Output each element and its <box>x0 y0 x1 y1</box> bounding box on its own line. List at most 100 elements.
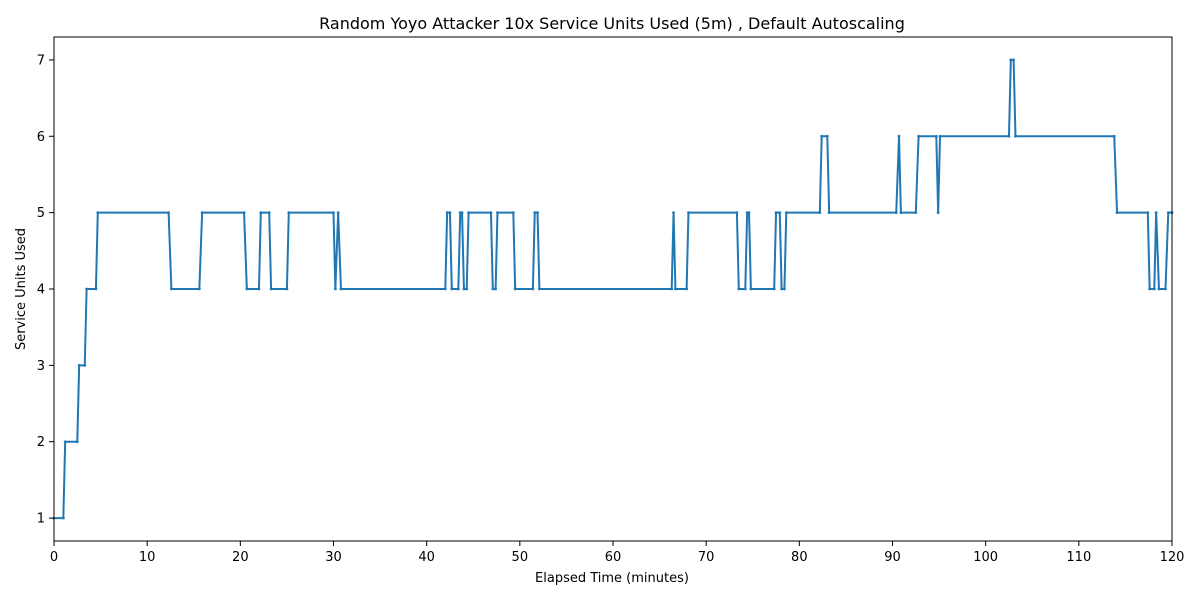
data-point <box>169 287 173 291</box>
data-point <box>443 287 447 291</box>
data-point <box>1112 134 1116 138</box>
data-point <box>897 134 901 138</box>
y-tick-label: 1 <box>37 512 45 527</box>
data-point <box>61 516 65 520</box>
data-point <box>285 287 289 291</box>
data-point <box>63 440 67 444</box>
data-point <box>1007 134 1011 138</box>
data-point <box>269 287 273 291</box>
data-point <box>85 287 89 291</box>
data-point <box>450 287 454 291</box>
data-point <box>167 211 171 215</box>
data-point <box>494 287 498 291</box>
x-tick-label: 0 <box>50 550 58 565</box>
x-tick-label: 70 <box>698 550 715 565</box>
data-point <box>259 211 263 215</box>
y-tick-label: 7 <box>37 53 45 68</box>
data-point <box>1148 287 1152 291</box>
data-point <box>894 211 898 215</box>
data-point <box>75 440 79 444</box>
x-tick-label: 120 <box>1160 550 1185 565</box>
data-point <box>772 287 776 291</box>
data-point <box>938 134 942 138</box>
data-point <box>267 211 271 215</box>
data-point <box>687 211 690 215</box>
data-point <box>914 211 918 215</box>
data-point <box>672 211 675 215</box>
data-point <box>1164 287 1167 291</box>
data-point <box>749 287 753 291</box>
data-point <box>735 211 739 215</box>
data-point <box>287 211 291 215</box>
data-point <box>936 211 940 215</box>
x-tick-label: 60 <box>605 550 622 565</box>
data-point <box>467 211 470 215</box>
x-tick-label: 80 <box>791 550 808 565</box>
data-point <box>462 287 466 291</box>
data-point <box>820 134 824 138</box>
x-tick-label: 30 <box>325 550 342 565</box>
data-point <box>743 287 747 291</box>
data-point <box>83 363 87 367</box>
data-point <box>496 211 499 215</box>
series-line-0 <box>54 58 1172 520</box>
data-point <box>94 287 98 291</box>
data-point <box>1157 287 1161 291</box>
y-tick-label: 5 <box>37 206 45 221</box>
data-point <box>456 287 460 291</box>
data-point <box>747 211 751 215</box>
data-point <box>674 287 677 291</box>
data-point <box>1154 211 1158 215</box>
data-point <box>245 287 249 291</box>
data-point <box>465 287 469 291</box>
data-point <box>339 287 343 291</box>
x-tick-label: 40 <box>418 550 435 565</box>
data-point <box>1146 211 1150 215</box>
plot-area <box>52 58 1174 520</box>
y-tick-label: 2 <box>37 435 45 450</box>
y-axis: 1 2 3 4 5 6 7 <box>37 53 54 527</box>
x-axis: 0 10 20 30 40 50 60 70 80 90 100 110 120 <box>50 541 1185 565</box>
data-point <box>917 134 920 138</box>
data-point <box>332 211 335 215</box>
data-point <box>511 211 515 215</box>
data-point <box>1166 211 1170 215</box>
data-point <box>200 211 204 215</box>
data-point <box>825 134 829 138</box>
data-point <box>336 211 340 215</box>
data-point <box>1009 58 1013 62</box>
data-point <box>77 363 81 367</box>
y-tick-label: 3 <box>37 359 45 374</box>
data-point <box>333 287 337 291</box>
y-axis-label: Service Units Used <box>14 228 29 350</box>
data-point <box>538 287 541 291</box>
x-tick-label: 110 <box>1066 550 1091 565</box>
data-point <box>197 287 201 291</box>
x-tick-label: 20 <box>232 550 249 565</box>
data-point <box>899 211 903 215</box>
data-point <box>257 287 261 291</box>
x-tick-label: 10 <box>139 550 156 565</box>
data-point <box>489 211 493 215</box>
data-point <box>533 211 537 215</box>
chart-title: Random Yoyo Attacker 10x Service Units U… <box>319 14 905 33</box>
data-point <box>670 287 674 291</box>
data-point <box>96 211 100 215</box>
data-point <box>513 287 517 291</box>
data-point <box>778 211 782 215</box>
data-point <box>783 287 786 291</box>
data-point <box>1152 287 1156 291</box>
data-point <box>934 134 938 138</box>
data-point <box>1014 134 1017 138</box>
data-point <box>1012 58 1016 62</box>
y-tick-label: 6 <box>37 130 45 145</box>
data-point <box>1115 211 1119 215</box>
data-point <box>774 211 778 215</box>
x-axis-label: Elapsed Time (minutes) <box>535 571 689 586</box>
y-tick-label: 4 <box>37 283 45 298</box>
data-point <box>531 287 535 291</box>
data-point <box>242 211 246 215</box>
data-point <box>445 211 449 215</box>
